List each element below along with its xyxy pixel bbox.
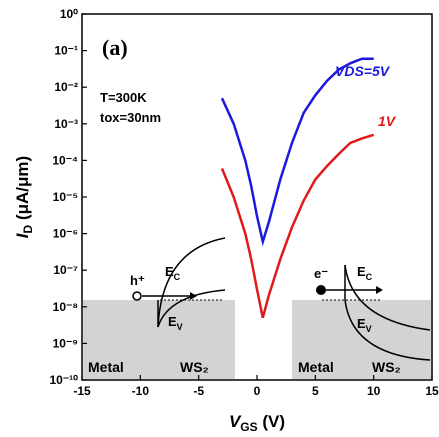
- ev-sub: V: [177, 322, 183, 332]
- y-tick-label: 10⁻⁵: [53, 190, 78, 204]
- xlabel-subscript: GS: [240, 420, 257, 434]
- carrier-label: e⁻: [314, 266, 328, 281]
- ec-label: EC: [357, 264, 373, 282]
- arrow-head: [190, 292, 197, 300]
- y-tick-label: 10⁻¹: [54, 44, 78, 58]
- y-tick-label: 10⁰: [60, 7, 78, 21]
- left-inset: h⁺ EC EV Metal WS₂: [83, 237, 235, 379]
- x-tick-label: -15: [73, 384, 91, 398]
- conduction-band: [344, 264, 431, 331]
- ev-main: E: [168, 314, 177, 329]
- ev-label: EV: [357, 316, 372, 334]
- ec-label: EC: [165, 264, 181, 282]
- semi-label: WS₂: [180, 359, 209, 375]
- hole: [132, 291, 142, 301]
- electron: [316, 285, 326, 295]
- ev-label: EV: [168, 314, 183, 332]
- x-axis-label: VGS (V): [229, 412, 285, 434]
- y-tick-label: 10⁻¹⁰: [50, 373, 79, 387]
- ylabel-unit: (μA/μm): [13, 156, 32, 225]
- metal-label: Metal: [298, 359, 334, 375]
- x-tick-label: 15: [425, 384, 439, 398]
- valence-band: [157, 289, 226, 328]
- ev-main: E: [357, 316, 366, 331]
- right-inset: e⁻ EC EV Metal WS₂: [292, 264, 431, 379]
- ev-sub: V: [366, 324, 372, 334]
- series-line: [220, 133, 375, 319]
- xlabel-symbol: V: [229, 412, 242, 431]
- ec-main: E: [357, 264, 366, 279]
- temperature-label: T=300K: [100, 90, 147, 105]
- y-tick-label: 10⁻⁶: [53, 227, 78, 241]
- ec-sub: C: [174, 272, 181, 282]
- metal-region: [292, 300, 431, 379]
- arrow-head: [376, 286, 383, 294]
- y-tick-label: 10⁻³: [54, 117, 78, 131]
- ylabel-symbol: I: [13, 232, 32, 238]
- conduction-band: [157, 237, 226, 328]
- metal-label: Metal: [88, 359, 124, 375]
- ec-main: E: [165, 264, 174, 279]
- ec-sub: C: [366, 272, 373, 282]
- oxide-label: tox=30nm: [100, 110, 161, 125]
- y-tick-label: 10⁻⁹: [53, 336, 78, 350]
- y-tick-label: 10⁻²: [54, 80, 78, 94]
- semi-label: WS₂: [372, 359, 401, 375]
- y-tick-label: 10⁻⁴: [52, 153, 78, 167]
- xlabel-unit: (V): [258, 412, 285, 431]
- x-tick-label: -10: [132, 384, 150, 398]
- series-label: 1V: [378, 113, 397, 129]
- chart-title: (a): [102, 35, 128, 60]
- y-tick-label: 10⁻⁷: [53, 263, 78, 277]
- series-line: [220, 57, 374, 247]
- ylabel-subscript: D: [21, 224, 35, 233]
- carrier-label: h⁺: [130, 273, 145, 288]
- x-tick-label: 5: [312, 384, 319, 398]
- x-tick-label: 10: [367, 384, 381, 398]
- y-axis-label: ID (μA/μm): [13, 156, 35, 238]
- valence-band: [344, 299, 431, 361]
- x-tick-label: 0: [254, 384, 261, 398]
- x-tick-label: -5: [193, 384, 204, 398]
- series-label: VDS=5V: [335, 63, 391, 79]
- y-tick-label: 10⁻⁸: [53, 300, 78, 314]
